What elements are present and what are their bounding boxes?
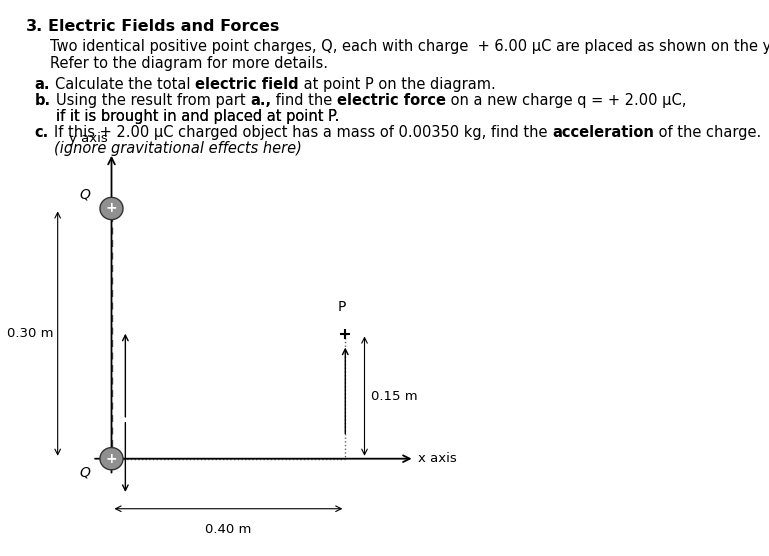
Text: Using the result from part: Using the result from part — [56, 93, 250, 108]
Ellipse shape — [100, 448, 123, 470]
Text: electric field: electric field — [195, 77, 299, 92]
Text: 0.30 m: 0.30 m — [8, 327, 54, 340]
Text: on a new charge q = + 2.00 μC,: on a new charge q = + 2.00 μC, — [446, 93, 687, 108]
Text: a.,: a., — [250, 93, 271, 108]
Text: if it is brought in and placed at point P.: if it is brought in and placed at point … — [56, 109, 339, 124]
Text: of the charge.: of the charge. — [654, 125, 761, 140]
Text: 0.40 m: 0.40 m — [205, 523, 251, 535]
Text: (ignore gravitational effects here): (ignore gravitational effects here) — [54, 141, 302, 156]
Text: if it is brought in and placed at point P.: if it is brought in and placed at point … — [56, 109, 339, 124]
Ellipse shape — [100, 197, 123, 220]
Text: electric force: electric force — [337, 93, 446, 108]
Text: If this + 2.00 μC charged object has a mass of 0.00350 kg, find the: If this + 2.00 μC charged object has a m… — [54, 125, 552, 140]
Text: 3.: 3. — [25, 19, 42, 34]
Text: 0.15 m: 0.15 m — [371, 390, 418, 403]
Text: y axis: y axis — [69, 132, 108, 145]
Text: +: + — [105, 451, 118, 466]
Text: acceleration: acceleration — [552, 125, 654, 140]
Text: Refer to the diagram for more details.: Refer to the diagram for more details. — [50, 56, 328, 71]
Text: Two identical positive point charges, Q, each with charge  + 6.00 μC are placed : Two identical positive point charges, Q,… — [50, 39, 769, 54]
Text: Q: Q — [79, 465, 90, 480]
Text: +: + — [105, 201, 118, 216]
Text: b.: b. — [35, 93, 51, 108]
Text: x axis: x axis — [418, 452, 457, 465]
Text: P: P — [338, 300, 345, 314]
Text: Calculate the total: Calculate the total — [55, 77, 195, 92]
Text: a.: a. — [35, 77, 50, 92]
Text: c.: c. — [35, 125, 49, 140]
Text: Electric Fields and Forces: Electric Fields and Forces — [48, 19, 280, 34]
Text: find the: find the — [271, 93, 337, 108]
Text: Q: Q — [79, 187, 90, 202]
Text: at point P on the diagram.: at point P on the diagram. — [299, 77, 496, 92]
